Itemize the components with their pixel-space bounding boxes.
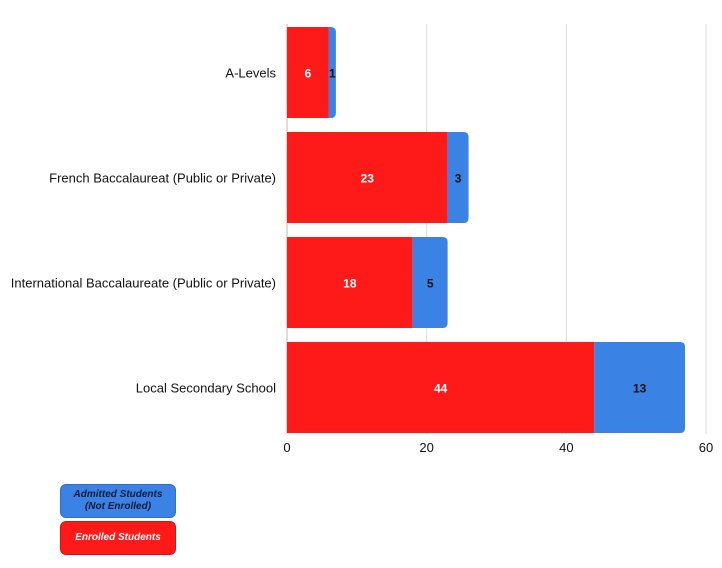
legend: Admitted Students (Not Enrolled) Enrolle… — [60, 484, 176, 555]
data-label: 1 — [329, 67, 336, 81]
bar-segment — [287, 132, 448, 223]
stacked-bar-chart: 6 1 23 3 18 5 44 13 A-Levels French Baccalaureat… — [11, 24, 713, 455]
data-label: 3 — [455, 172, 462, 186]
data-label: 23 — [361, 172, 375, 186]
legend-label-admitted: Admitted Students (Not Enrolled) — [73, 489, 163, 512]
x-tick-label: 20 — [419, 440, 433, 455]
data-label: 13 — [633, 382, 647, 396]
category-label: French Baccalaureat (Public or Private) — [49, 171, 276, 186]
category-label: International Baccalaureate (Public or P… — [11, 276, 276, 291]
x-axis-ticks: 0 20 40 60 — [283, 440, 713, 455]
x-tick-label: 40 — [559, 440, 573, 455]
bar-segment — [328, 27, 336, 118]
x-tick-label: 0 — [283, 440, 290, 455]
category-label: Local Secondary School — [136, 381, 276, 396]
data-label: 18 — [343, 277, 357, 291]
bar-segment — [287, 27, 329, 118]
bar-segment — [287, 342, 595, 433]
data-label: 6 — [305, 67, 312, 81]
category-labels: A-Levels French Baccalaureat (Public or P… — [11, 66, 277, 396]
bar-segment — [447, 132, 469, 223]
legend-item-enrolled: Enrolled Students — [60, 521, 176, 555]
x-tick-label: 60 — [699, 440, 713, 455]
category-label: A-Levels — [225, 66, 276, 81]
bar-segment — [594, 342, 686, 433]
bar-segment — [412, 237, 448, 328]
bars-group: 6 1 23 3 18 5 44 13 — [287, 27, 686, 433]
data-label: 44 — [434, 382, 448, 396]
bar-segment — [287, 237, 413, 328]
legend-label-enrolled: Enrolled Students — [75, 532, 161, 543]
data-label: 5 — [427, 277, 434, 291]
legend-item-admitted: Admitted Students (Not Enrolled) — [60, 484, 176, 518]
